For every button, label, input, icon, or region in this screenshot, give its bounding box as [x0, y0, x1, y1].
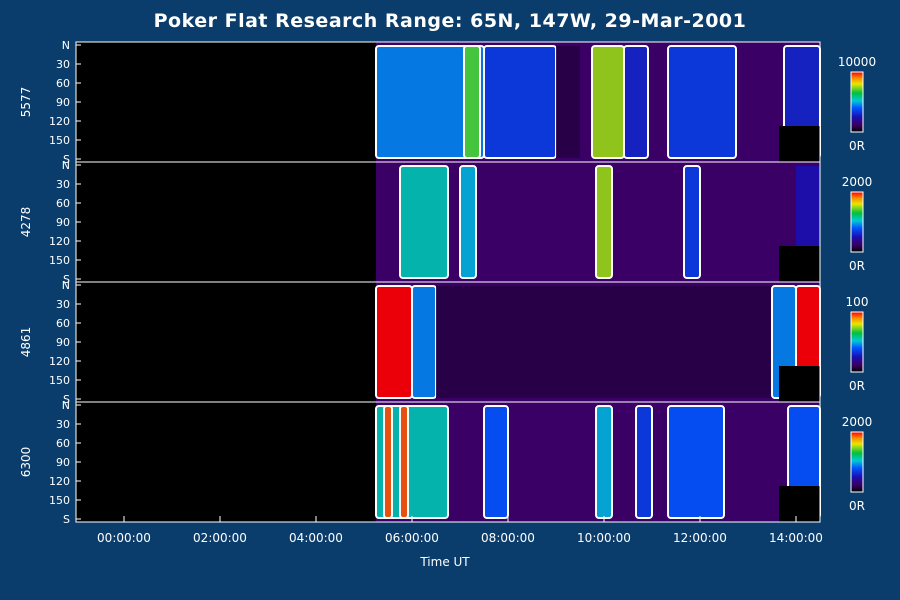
x-tick-label: 00:00:00: [97, 531, 151, 545]
emission-band: [400, 406, 408, 518]
emission-band: [596, 406, 612, 518]
colorbar: [851, 432, 863, 492]
y-tick-label: N: [62, 399, 70, 412]
masked-region: [779, 366, 820, 402]
x-tick-label: 06:00:00: [385, 531, 439, 545]
y-tick-label: 120: [49, 235, 70, 248]
emission-band: [592, 46, 624, 158]
colorbar-frame: [850, 431, 864, 493]
colorbar: [851, 192, 863, 252]
threshold-contour: [399, 405, 409, 519]
colorbar-max-label: 100: [846, 295, 869, 309]
y-tick-label: 60: [56, 317, 70, 330]
x-tick-label: 14:00:00: [769, 531, 823, 545]
emission-band: [668, 46, 736, 158]
threshold-contour: [483, 405, 509, 519]
panel-wavelength-label: 6300: [19, 447, 33, 478]
y-tick-label: N: [62, 159, 70, 172]
masked-region: [779, 486, 820, 522]
y-tick-label: 60: [56, 437, 70, 450]
panel-6300: N 30 60 90 120 150 S 6300 2000 0R: [19, 399, 872, 526]
emission-band: [668, 406, 724, 518]
chart-title: Poker Flat Research Range: 65N, 147W, 29…: [153, 10, 747, 32]
emission-band: [556, 46, 580, 158]
y-tick-label: 90: [56, 336, 70, 349]
emission-band: [436, 286, 772, 398]
emission-band: [624, 46, 648, 158]
colorbar: [851, 312, 863, 372]
y-tick-label: S: [63, 153, 70, 166]
colorbar-min-label: 0R: [849, 499, 865, 513]
y-tick-label: 60: [56, 197, 70, 210]
x-axis-label: Time UT: [420, 555, 470, 569]
y-tick-label: 90: [56, 216, 70, 229]
threshold-contour: [667, 45, 737, 159]
y-tick-label: 30: [56, 58, 70, 71]
colorbar-frame: [850, 311, 864, 373]
emission-band: [596, 166, 612, 278]
threshold-contour: [383, 405, 393, 519]
colorbar: [851, 72, 863, 132]
panel-wavelength-label: 4278: [19, 207, 33, 238]
panel-wavelength-label: 5577: [19, 87, 33, 118]
y-tick-label: 150: [49, 134, 70, 147]
y-tick-label: 30: [56, 418, 70, 431]
emission-band: [460, 166, 476, 278]
y-tick-label: 30: [56, 298, 70, 311]
y-tick-label: 60: [56, 77, 70, 90]
threshold-contour: [667, 405, 725, 519]
y-tick-label: S: [63, 393, 70, 406]
threshold-contour: [399, 165, 449, 279]
y-tick-label: 120: [49, 115, 70, 128]
emission-band: [384, 406, 392, 518]
y-tick-label: 90: [56, 456, 70, 469]
colorbar-frame: [850, 71, 864, 133]
y-tick-label: 90: [56, 96, 70, 109]
colorbar-min-label: 0R: [849, 379, 865, 393]
y-tick-label: 30: [56, 178, 70, 191]
panel-wavelength-label: 4861: [19, 327, 33, 358]
masked-region: [779, 126, 820, 162]
colorbar-frame: [850, 191, 864, 253]
emission-band: [400, 166, 448, 278]
colorbar-max-label: 2000: [842, 415, 873, 429]
y-tick-label: 120: [49, 475, 70, 488]
emission-band: [464, 46, 480, 158]
panel-4861: N 30 60 90 120 150 S 4861 100 0R: [19, 279, 868, 406]
y-tick-label: 150: [49, 254, 70, 267]
threshold-contour: [635, 405, 653, 519]
colorbar-min-label: 0R: [849, 259, 865, 273]
colorbar-max-label: 10000: [838, 55, 876, 69]
threshold-contour: [463, 45, 481, 159]
y-tick-label: 150: [49, 374, 70, 387]
y-tick-label: N: [62, 39, 70, 52]
threshold-contour: [623, 45, 649, 159]
y-tick-label: S: [63, 513, 70, 526]
y-tick-label: S: [63, 273, 70, 286]
emission-band: [636, 406, 652, 518]
emission-band: [684, 166, 700, 278]
x-tick-label: 04:00:00: [289, 531, 343, 545]
x-tick-label: 08:00:00: [481, 531, 535, 545]
emission-band: [484, 406, 508, 518]
x-tick-label: 10:00:00: [577, 531, 631, 545]
panel-5577: N 30 60 90 120 150 S 5577 10000 0R: [19, 39, 876, 166]
masked-region: [779, 246, 820, 282]
threshold-contour: [459, 165, 477, 279]
y-tick-label: 150: [49, 494, 70, 507]
panel-4278: N 30 60 90 120 150 S 4278 2000 0R: [19, 159, 872, 286]
x-tick-label: 02:00:00: [193, 531, 247, 545]
colorbar-max-label: 2000: [842, 175, 873, 189]
y-tick-label: 120: [49, 355, 70, 368]
x-tick-label: 12:00:00: [673, 531, 727, 545]
emission-band: [412, 286, 436, 398]
emission-band: [484, 46, 556, 158]
colorbar-min-label: 0R: [849, 139, 865, 153]
threshold-contour: [595, 165, 613, 279]
emission-band: [376, 286, 412, 398]
y-tick-label: N: [62, 279, 70, 292]
threshold-contour: [683, 165, 701, 279]
